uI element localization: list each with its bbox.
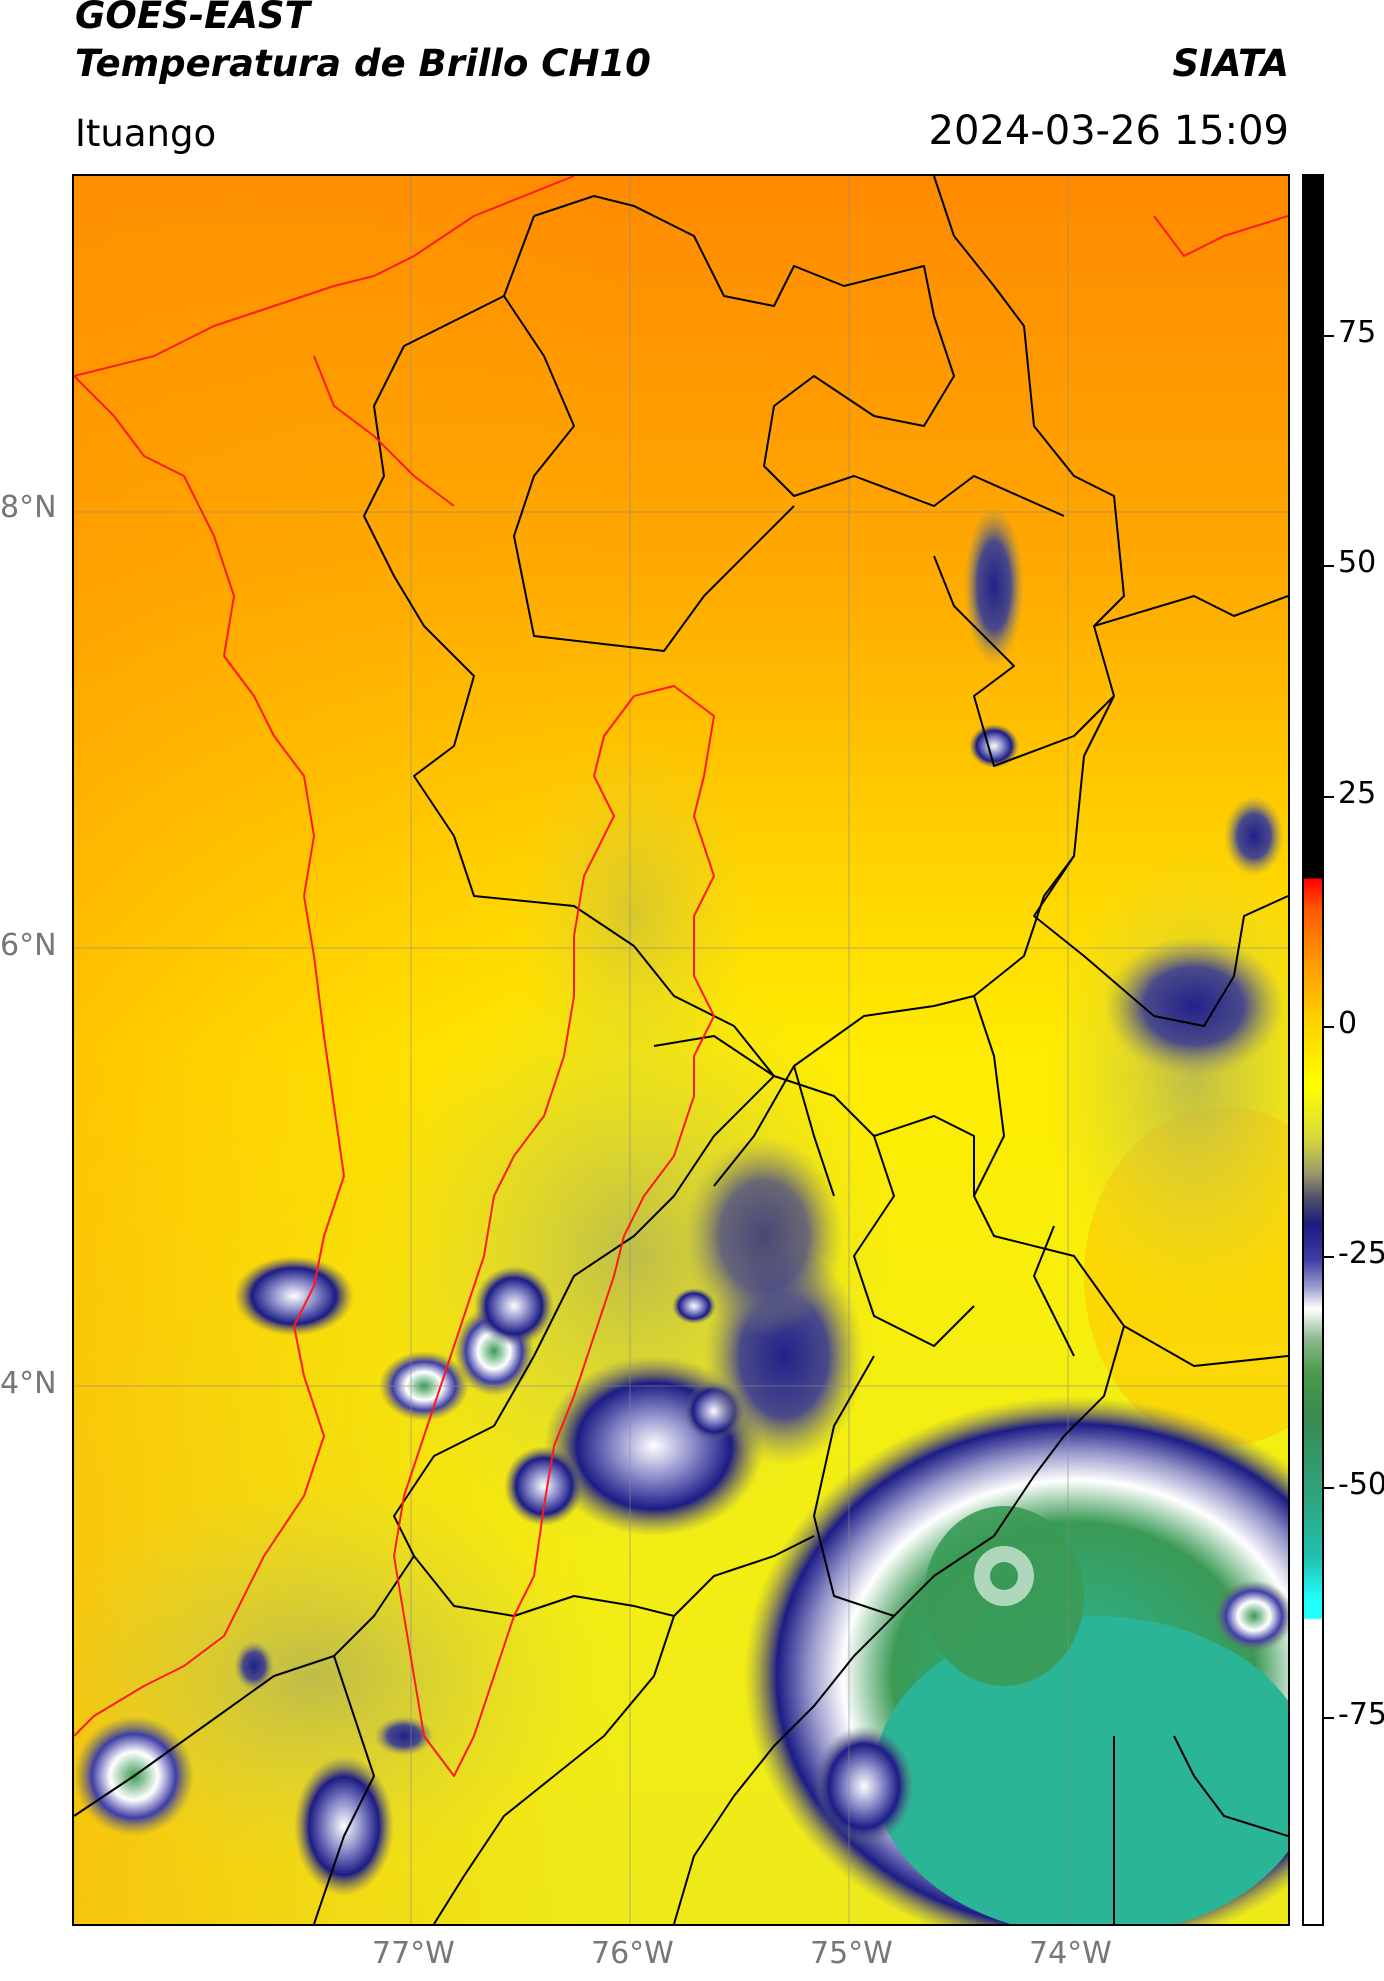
lon-label-77w: 77°W xyxy=(372,1936,455,1971)
lon-label-76w: 76°W xyxy=(591,1936,674,1971)
colorbar-tick xyxy=(1324,1256,1334,1258)
colorbar xyxy=(1302,174,1324,1926)
lon-label-74w: 74°W xyxy=(1029,1936,1112,1971)
title-product: Temperatura de Brillo CH10 xyxy=(75,42,651,85)
colorbar-tick xyxy=(1324,335,1334,337)
colorbar-label-25: 25 xyxy=(1338,776,1377,811)
lat-label-4n: 4°N xyxy=(0,1366,57,1401)
colorbar-label-75: 75 xyxy=(1338,315,1377,350)
admin-borders xyxy=(74,176,1288,1924)
map-canvas xyxy=(74,176,1288,1924)
colorbar-tick xyxy=(1324,565,1334,567)
title-satellite: GOES-EAST xyxy=(75,0,310,37)
organization-label: SIATA xyxy=(1172,42,1289,85)
colorbar-tick xyxy=(1324,1026,1334,1028)
colorbar-tick xyxy=(1324,1717,1334,1719)
colorbar-label-0: 0 xyxy=(1338,1006,1358,1041)
colorbar-tick xyxy=(1324,1487,1334,1489)
colorbar-label-minus25: -25 xyxy=(1338,1236,1384,1271)
colorbar-label-minus50: -50 xyxy=(1338,1467,1384,1502)
coastline-and-basin xyxy=(74,176,1288,1777)
lon-label-75w: 75°W xyxy=(810,1936,893,1971)
colorbar-label-50: 50 xyxy=(1338,545,1377,580)
colorbar-tick xyxy=(1324,796,1334,798)
colorbar-label-minus75: -75 xyxy=(1338,1697,1384,1732)
lat-label-6n: 6°N xyxy=(0,928,57,963)
satellite-map xyxy=(72,174,1290,1926)
region-label: Ituango xyxy=(75,112,217,155)
timestamp-label: 2024-03-26 15:09 xyxy=(928,108,1289,154)
lat-label-8n: 8°N xyxy=(0,490,57,525)
